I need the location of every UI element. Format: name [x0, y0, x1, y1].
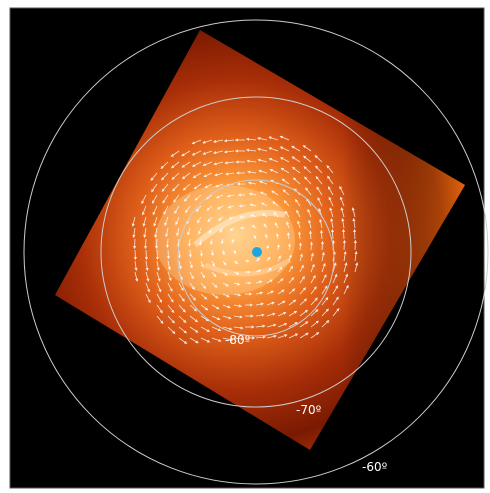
- latitude-label: -70º: [296, 403, 322, 417]
- pole-marker: [252, 247, 262, 257]
- wind-arrow: [157, 250, 158, 259]
- wind-arrow: [322, 242, 323, 250]
- page: -80º -70º -60º (() => { const data = JSO…: [0, 0, 490, 493]
- vortex-core: [155, 185, 295, 295]
- wind-arrow: [145, 239, 146, 248]
- latitude-label: -80º: [225, 333, 251, 347]
- wind-arrow: [343, 230, 344, 239]
- wind-arrow: [168, 250, 169, 258]
- wind-arrow: [354, 230, 355, 239]
- wind-arrow: [134, 239, 135, 248]
- latitude-label: -60º: [362, 460, 388, 474]
- venus-image: -80º -70º -60º: [0, 0, 490, 493]
